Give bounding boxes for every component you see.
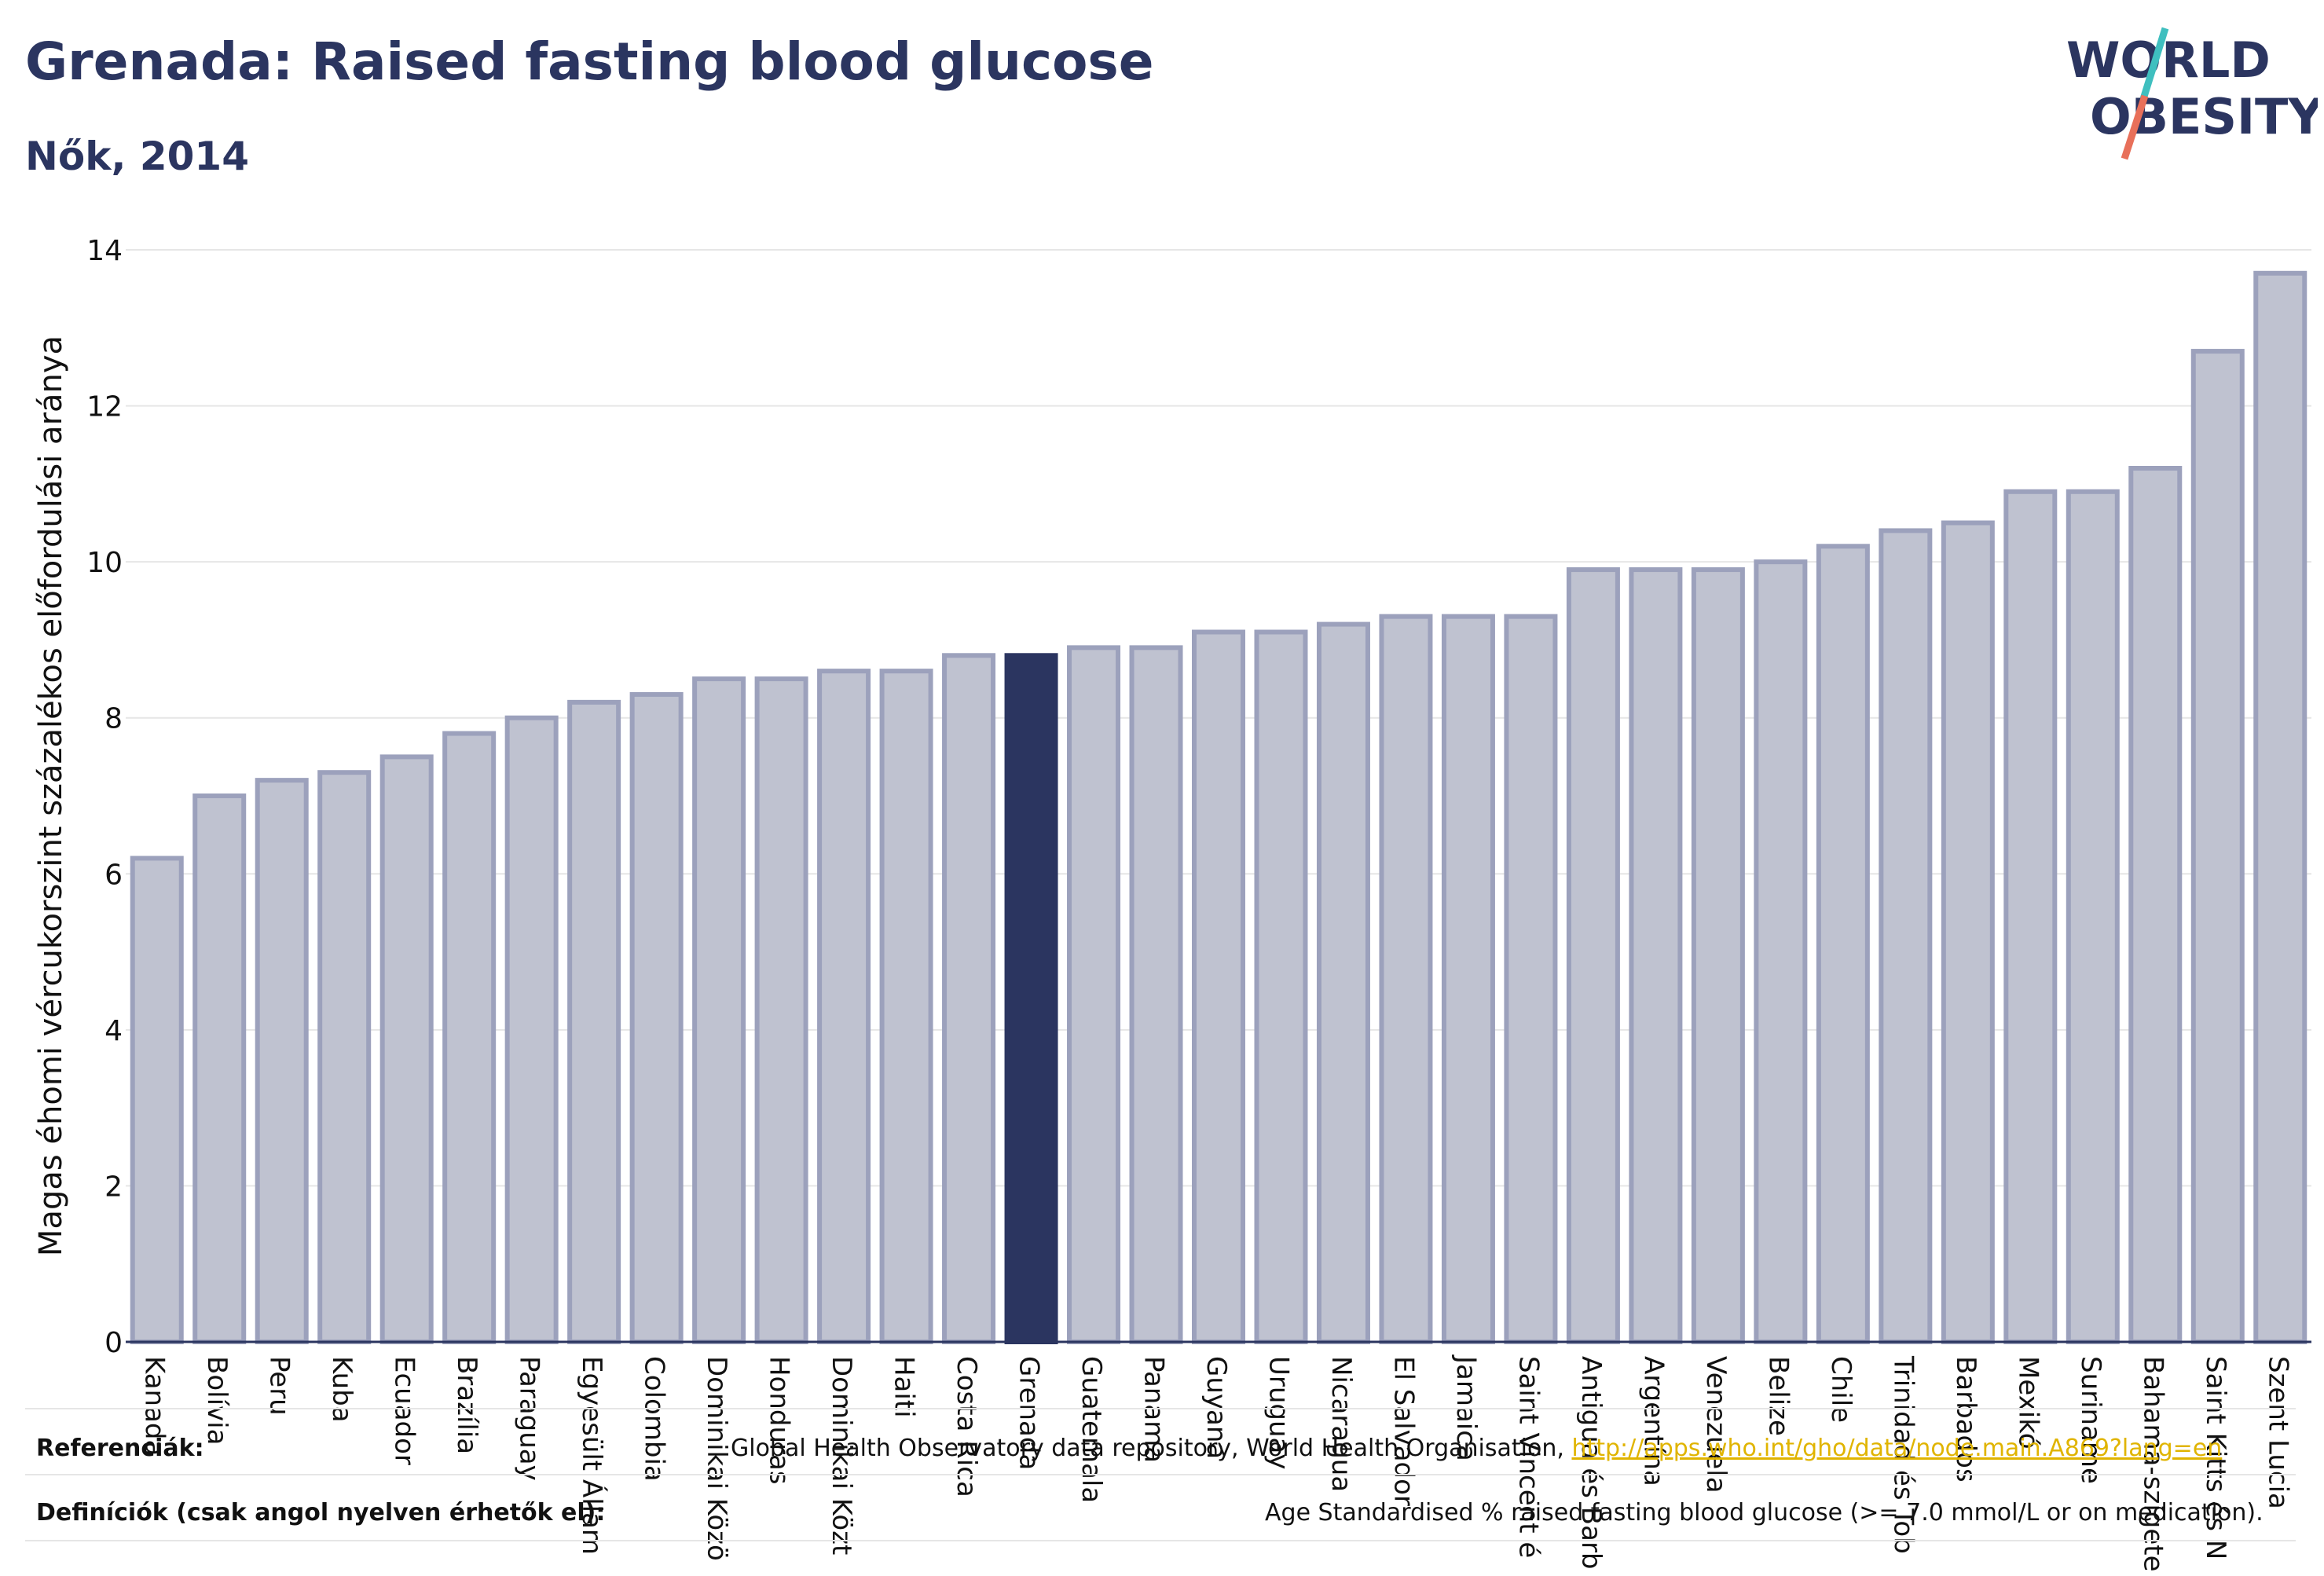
x-tick-label: Dominikai Közö — [701, 1356, 732, 1561]
y-tick-label: 2 — [104, 1171, 123, 1203]
bar[interactable] — [942, 653, 996, 1344]
x-tick-label: Brazília — [451, 1356, 482, 1454]
bar[interactable] — [817, 669, 871, 1344]
bar[interactable] — [879, 669, 933, 1344]
bar[interactable] — [754, 676, 808, 1344]
chart-subtitle: Nők, 2014 — [25, 134, 250, 179]
bar[interactable] — [1754, 559, 1808, 1344]
bar[interactable] — [567, 699, 621, 1344]
y-tick-label: 10 — [86, 547, 123, 579]
bar[interactable] — [1504, 614, 1558, 1344]
bar[interactable] — [2253, 270, 2308, 1344]
x-tick-label: Nicaragua — [1325, 1356, 1357, 1492]
x-tick-label: Costa Rica — [951, 1356, 982, 1497]
bars — [130, 270, 2308, 1345]
x-tick-label: Grenada — [1014, 1356, 1045, 1470]
bar[interactable] — [192, 793, 247, 1344]
x-tick-label: Kuba — [326, 1356, 357, 1423]
x-tick-label: Trinidad és Tob — [1887, 1355, 1919, 1554]
bar[interactable] — [442, 731, 497, 1344]
bar[interactable] — [255, 778, 309, 1344]
x-tick-label: Argentína — [1637, 1356, 1669, 1486]
bar[interactable] — [2190, 349, 2245, 1345]
x-tick-label: Haiti — [889, 1356, 920, 1418]
references-source: Global Health Observatory data repositor… — [731, 1435, 1564, 1462]
references-text: Global Health Observatory data repositor… — [731, 1435, 2222, 1462]
footer-divider-middle — [25, 1474, 2296, 1475]
x-tick-label: Chile — [1825, 1356, 1857, 1423]
definitions-label: Definíciók (csak angol nyelven érhetők e… — [36, 1499, 606, 1527]
bar[interactable] — [1316, 621, 1370, 1344]
bar[interactable] — [2003, 489, 2058, 1344]
x-tick-label: Peru — [264, 1356, 295, 1416]
bar[interactable] — [1441, 614, 1495, 1344]
bar[interactable] — [2128, 466, 2183, 1344]
bar[interactable] — [504, 715, 559, 1344]
bar[interactable] — [130, 856, 184, 1344]
y-tick-label: 0 — [104, 1327, 123, 1359]
bar[interactable] — [1129, 645, 1183, 1344]
x-tick-label: Barbados — [1950, 1356, 1981, 1483]
logo-word-obesity: OBESITY — [2090, 88, 2318, 145]
references-link[interactable]: http://apps.who.int/gho/data/node.main.A… — [1571, 1435, 2223, 1462]
bar[interactable] — [1067, 645, 1121, 1344]
logo-word-world: WORLD — [2066, 31, 2271, 89]
x-tick-label: Belize — [1762, 1356, 1794, 1436]
x-tick-label: Honduras — [764, 1356, 795, 1485]
x-tick-label: Ecuador — [389, 1356, 420, 1465]
x-tick-label: Dominikai Közt — [826, 1356, 857, 1555]
logo-slash-coral — [2121, 94, 2149, 160]
y-axis-ticks: 0 2 4 6 8 10 12 14 — [86, 235, 123, 1359]
y-tick-label: 14 — [86, 235, 123, 267]
bar[interactable] — [379, 754, 434, 1344]
x-tick-label: Venezuela — [1700, 1356, 1732, 1494]
x-axis-labels: Kanada Bolívia Peru Kuba Ecuador Brazília Para… — [139, 1354, 2294, 1572]
x-tick-label: Bahama-szigete — [2137, 1356, 2168, 1572]
footer-divider-top — [25, 1408, 2296, 1409]
x-tick-label: Egyesült Állam — [576, 1356, 608, 1555]
bar-highlight[interactable] — [1004, 653, 1058, 1344]
x-tick-label: Mexikó — [2012, 1356, 2044, 1450]
x-tick-label: Guyana — [1200, 1356, 1232, 1459]
x-tick-label: Saint Vincent é — [1512, 1356, 1544, 1558]
bar[interactable] — [629, 691, 684, 1344]
footer-divider-bottom — [25, 1540, 2296, 1541]
y-tick-label: 6 — [104, 859, 123, 891]
references-label: Referenciák: — [36, 1435, 204, 1462]
bar[interactable] — [2066, 489, 2120, 1344]
x-tick-label: Kanada — [139, 1356, 170, 1456]
world-obesity-logo: WORLD OBESITY — [2066, 27, 2318, 160]
y-axis-title: Magas éhomi vércukorszint százalékos elő… — [33, 335, 69, 1256]
x-tick-label: Jamaica — [1450, 1354, 1482, 1461]
x-tick-label: El Salvador — [1387, 1356, 1419, 1506]
bar[interactable] — [1941, 520, 1995, 1344]
x-tick-label: Paraguay — [514, 1356, 545, 1481]
y-tick-label: 4 — [104, 1015, 123, 1047]
x-tick-label: Guatemala — [1076, 1356, 1107, 1503]
x-tick-label: Bolívia — [201, 1356, 233, 1445]
bar[interactable] — [1566, 567, 1620, 1344]
y-tick-label: 12 — [86, 391, 123, 423]
bar[interactable] — [692, 676, 746, 1344]
bar[interactable] — [1816, 544, 1870, 1344]
bar[interactable] — [1691, 567, 1745, 1344]
bar[interactable] — [1192, 629, 1245, 1344]
x-tick-label: Suriname — [2075, 1356, 2106, 1484]
x-tick-label: Uruguay — [1263, 1356, 1294, 1470]
y-tick-label: 8 — [104, 703, 123, 735]
x-tick-label: Panama — [1138, 1356, 1170, 1463]
logo-slash-teal — [2139, 27, 2169, 101]
x-tick-label: Szent Lucia — [2262, 1356, 2293, 1509]
bar[interactable] — [1254, 629, 1308, 1344]
x-tick-label: Colombia — [639, 1356, 670, 1482]
chart-title: Grenada: Raised fasting blood glucose — [25, 31, 1154, 92]
x-tick-label: Antigua és Barb — [1575, 1356, 1607, 1570]
definitions-text: Age Standardised % raised fasting blood … — [1265, 1499, 2264, 1527]
bar[interactable] — [1629, 567, 1683, 1344]
bar[interactable] — [1379, 614, 1433, 1344]
bar[interactable] — [317, 770, 372, 1344]
x-tick-label: Saint Kitts és N — [2200, 1356, 2231, 1560]
bar[interactable] — [1879, 528, 1933, 1344]
